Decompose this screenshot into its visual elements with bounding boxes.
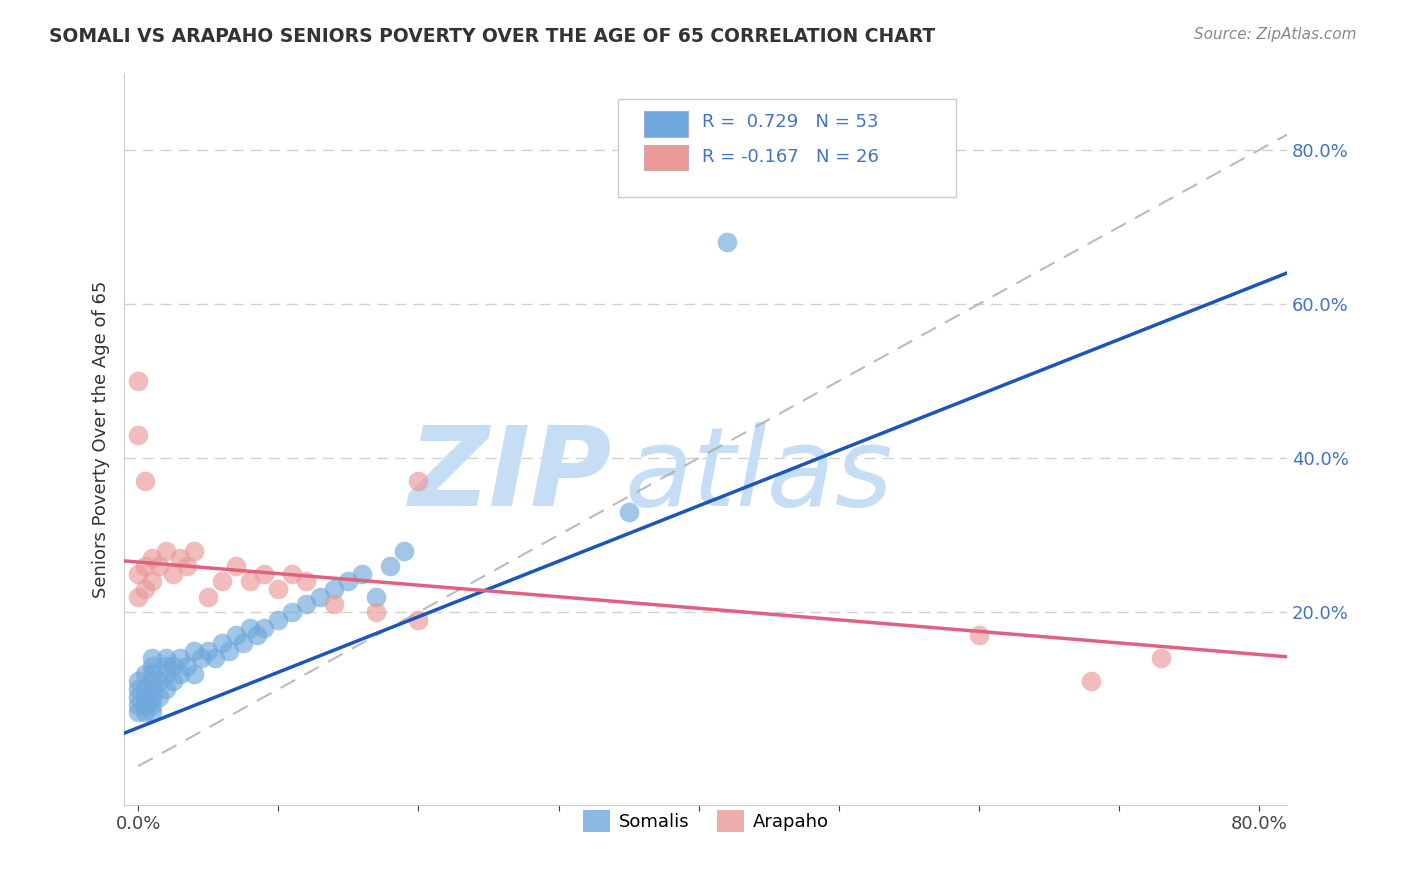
Point <box>408 474 430 488</box>
Point <box>155 666 177 681</box>
Text: R =  0.729   N = 53: R = 0.729 N = 53 <box>702 113 879 131</box>
Text: Source: ZipAtlas.com: Source: ZipAtlas.com <box>1194 27 1357 42</box>
Point <box>134 666 156 681</box>
Point <box>162 659 184 673</box>
FancyBboxPatch shape <box>619 99 956 197</box>
Point <box>176 558 198 573</box>
Text: SOMALI VS ARAPAHO SENIORS POVERTY OVER THE AGE OF 65 CORRELATION CHART: SOMALI VS ARAPAHO SENIORS POVERTY OVER T… <box>49 27 935 45</box>
Point <box>239 574 262 589</box>
Point <box>141 651 163 665</box>
Text: ZIP: ZIP <box>409 422 613 529</box>
Point <box>141 690 163 704</box>
Point <box>253 621 276 635</box>
Point <box>141 705 163 719</box>
Point <box>148 558 170 573</box>
Point <box>204 651 226 665</box>
Point <box>176 659 198 673</box>
Point <box>127 698 149 712</box>
Point <box>141 666 163 681</box>
Point <box>155 543 177 558</box>
Point <box>134 690 156 704</box>
Point <box>155 659 177 673</box>
Point <box>225 558 247 573</box>
Point <box>183 543 205 558</box>
Text: atlas: atlas <box>624 422 893 529</box>
Point <box>127 566 149 581</box>
Point <box>408 613 430 627</box>
Point <box>169 551 191 566</box>
Point <box>211 574 233 589</box>
Point <box>127 690 149 704</box>
Point <box>380 558 402 573</box>
Point <box>267 613 290 627</box>
Point <box>239 621 262 635</box>
Point <box>394 543 416 558</box>
Point <box>190 651 212 665</box>
FancyBboxPatch shape <box>644 145 688 170</box>
Point <box>281 605 304 619</box>
Point <box>309 590 332 604</box>
Point <box>169 651 191 665</box>
Point <box>267 582 290 596</box>
Point <box>134 582 156 596</box>
Point <box>141 698 163 712</box>
Text: R = -0.167   N = 26: R = -0.167 N = 26 <box>702 148 879 166</box>
Point <box>225 628 247 642</box>
Point <box>127 705 149 719</box>
Point <box>127 428 149 442</box>
Legend: Somalis, Arapaho: Somalis, Arapaho <box>575 803 835 839</box>
Point <box>162 674 184 689</box>
Point <box>134 682 156 697</box>
Point <box>134 474 156 488</box>
Point <box>162 566 184 581</box>
Point <box>134 705 156 719</box>
Point <box>295 574 318 589</box>
Point <box>967 628 990 642</box>
Point <box>148 690 170 704</box>
FancyBboxPatch shape <box>644 111 688 136</box>
Point <box>127 682 149 697</box>
Point <box>155 682 177 697</box>
Point <box>127 674 149 689</box>
Point <box>134 698 156 712</box>
Point <box>148 674 170 689</box>
Point <box>183 643 205 657</box>
Point <box>169 666 191 681</box>
Point <box>716 235 738 250</box>
Point <box>1080 674 1102 689</box>
Point <box>246 628 269 642</box>
Point <box>183 666 205 681</box>
Point <box>211 636 233 650</box>
Point <box>134 558 156 573</box>
Point <box>127 590 149 604</box>
Point <box>141 574 163 589</box>
Point <box>197 643 219 657</box>
Point <box>366 590 388 604</box>
Point <box>141 659 163 673</box>
Point <box>323 582 346 596</box>
Y-axis label: Seniors Poverty Over the Age of 65: Seniors Poverty Over the Age of 65 <box>93 280 110 598</box>
Point <box>141 674 163 689</box>
Point <box>352 566 374 581</box>
Point <box>127 374 149 388</box>
Point <box>281 566 304 581</box>
Point <box>1150 651 1173 665</box>
Point <box>141 551 163 566</box>
Point <box>295 598 318 612</box>
Point <box>197 590 219 604</box>
Point <box>366 605 388 619</box>
Point <box>218 643 240 657</box>
Point <box>232 636 254 650</box>
Point <box>337 574 360 589</box>
Point <box>155 651 177 665</box>
Point <box>323 598 346 612</box>
Point <box>253 566 276 581</box>
Point <box>617 505 640 519</box>
Point <box>141 682 163 697</box>
